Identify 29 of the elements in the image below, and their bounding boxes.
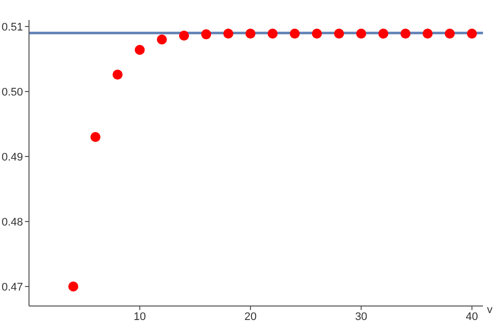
point (112, 70, 123, 80)
point (201, 29, 212, 40)
y-tick-label: 0.47 (2, 281, 23, 294)
x-tick-label: 40 (466, 310, 478, 323)
y-tick-label: 0.49 (2, 151, 23, 164)
point (223, 28, 234, 39)
y-tick-label: 0.50 (2, 86, 23, 98)
x-tick-label: 10 (134, 310, 146, 323)
point (334, 28, 344, 39)
y-tick-label: 0.48 (2, 216, 23, 228)
point (156, 34, 167, 44)
x-axis-title: v (487, 304, 493, 316)
point (466, 28, 477, 39)
point (268, 28, 278, 39)
point (312, 28, 322, 39)
point (378, 28, 388, 39)
point (68, 282, 78, 292)
point (134, 44, 145, 55)
point (444, 28, 455, 39)
point (179, 30, 190, 41)
point (90, 132, 100, 142)
point (245, 28, 256, 39)
y-tick-label: 0.51 (2, 21, 23, 34)
x-tick-label: 20 (244, 310, 257, 323)
point (400, 28, 410, 39)
x-tick-label: 30 (355, 310, 368, 323)
point (290, 28, 300, 39)
point (422, 28, 433, 39)
point (356, 28, 366, 39)
